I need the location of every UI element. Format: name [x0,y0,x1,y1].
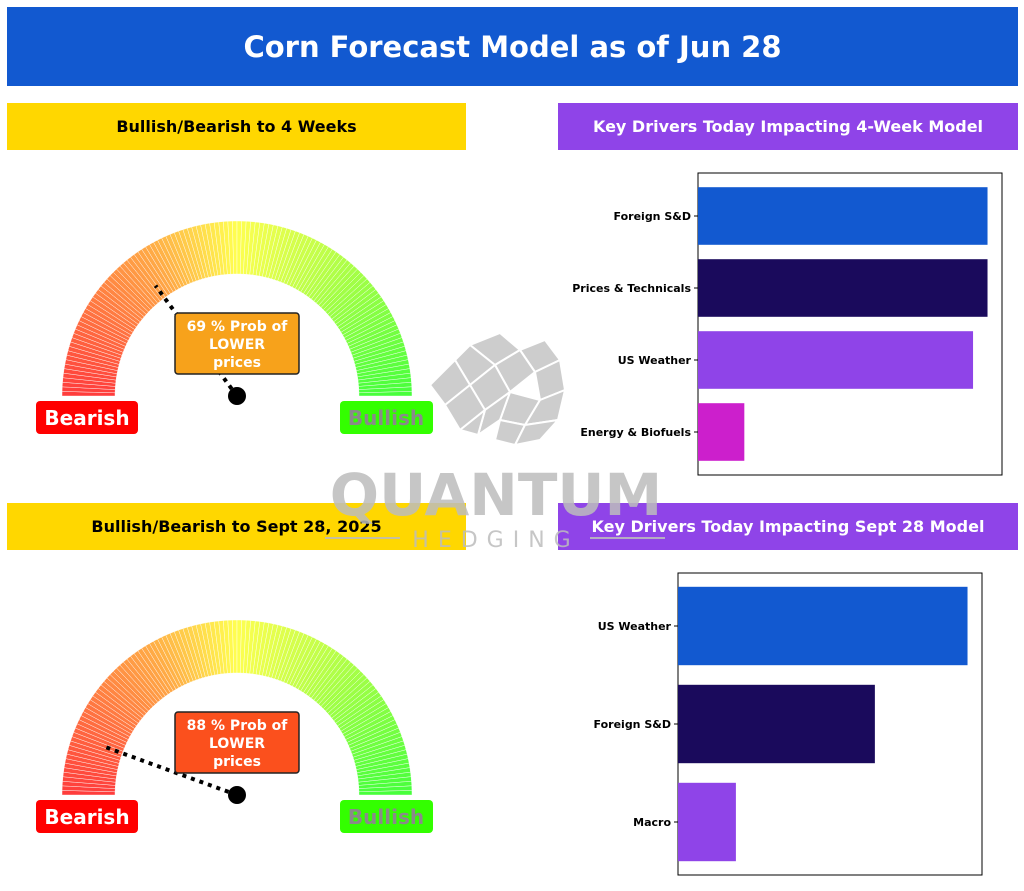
probability-box [174,711,300,774]
probability-text: prices [213,355,261,371]
chart-frame [697,172,1003,476]
y-tick-label: Foreign S&D [614,210,691,223]
probability-text: LOWER [209,736,265,752]
page-title: Corn Forecast Model as of Jun 28 [7,7,1018,86]
bullish-label: Bullish [348,406,424,430]
bearish-badge [36,401,138,434]
gauge-arc [61,619,413,796]
drivers-4week-header: Key Drivers Today Impacting 4-Week Model [558,103,1018,150]
y-tick-label: Macro [633,816,671,829]
y-tick-label: US Weather [618,354,692,367]
gauge-hub [228,387,246,405]
y-tick-label: Energy & Biofuels [580,426,691,439]
gauge-hub [228,786,246,804]
y-tick-label: US Weather [598,620,672,633]
bearish-badge [36,800,138,833]
probability-text: 69 % Prob of [187,319,289,335]
gauge-sept-header: Bullish/Bearish to Sept 28, 2025 [7,503,466,550]
y-tick-label: Prices & Technicals [572,282,691,295]
driver-bar [698,403,745,461]
driver-bar [678,684,875,764]
probability-text: 88 % Prob of [187,718,289,734]
gauge-segment [358,790,413,796]
y-tick-label: Foreign S&D [594,718,671,731]
bearish-label: Bearish [44,805,129,829]
drivers-sept-header: Key Drivers Today Impacting Sept 28 Mode… [558,503,1018,550]
bullish-badge [340,401,433,434]
bullish-badge [340,800,433,833]
driver-bar [698,187,988,245]
gauge-arc [61,220,413,397]
probability-box [174,312,300,375]
bearish-label: Bearish [44,406,129,430]
gauge-needle [101,744,238,797]
driver-bar [678,586,968,666]
probability-text: LOWER [209,337,265,353]
gauge-segment [358,391,413,397]
driver-bar [678,782,736,862]
probability-text: prices [213,754,261,770]
driver-bar [698,259,988,317]
driver-bar [698,331,974,389]
bullish-label: Bullish [348,805,424,829]
gauge-4week-header: Bullish/Bearish to 4 Weeks [7,103,466,150]
